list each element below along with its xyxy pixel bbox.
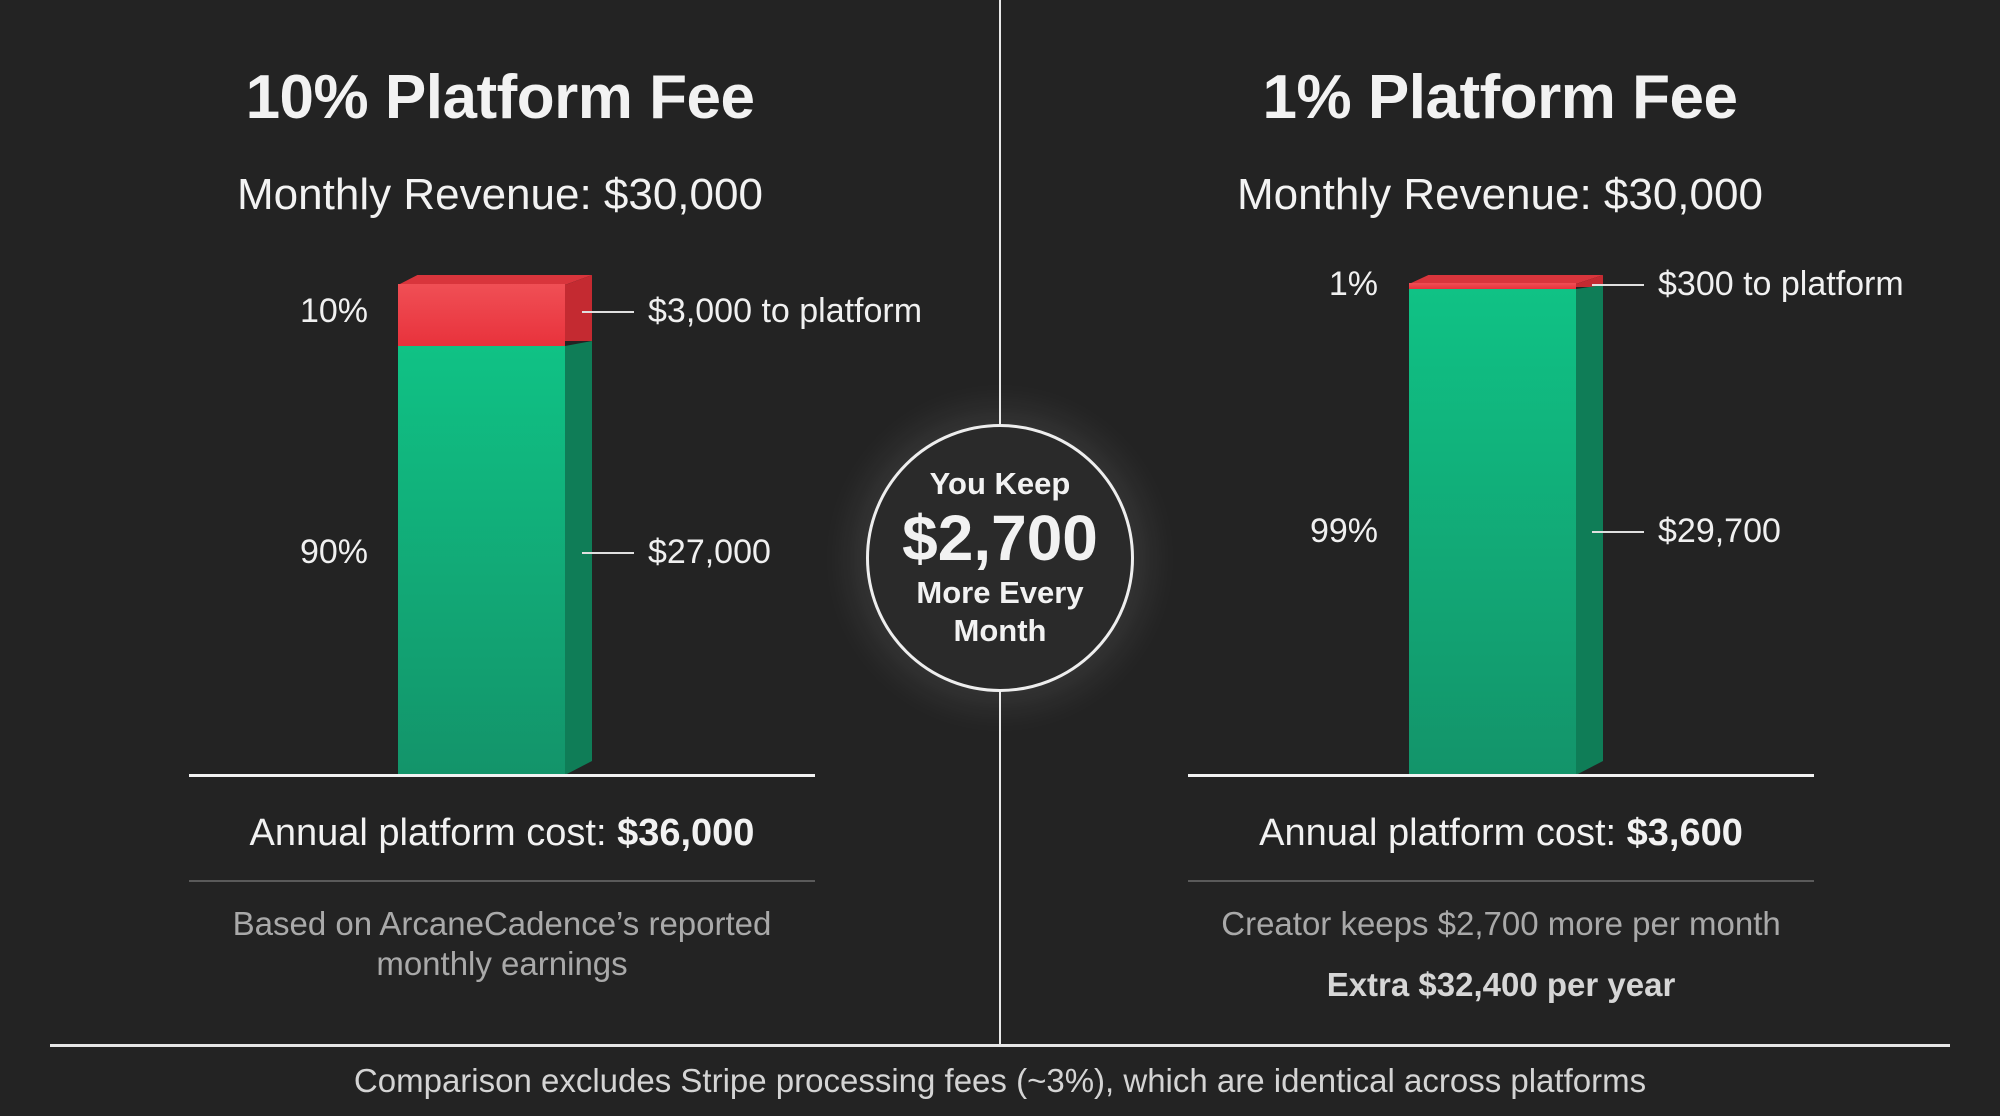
right-bar-fee-segment xyxy=(1409,283,1576,289)
right-note-bold: Extra $32,400 per year xyxy=(1326,966,1676,1003)
footer-note: Comparison excludes Stripe processing fe… xyxy=(353,1062,1647,1099)
left-separator xyxy=(189,880,815,882)
badge-line-3: More Every xyxy=(916,575,1084,610)
left-monthly-revenue: Monthly Revenue: $30,000 xyxy=(237,170,763,219)
left-keep-pct-label: 90% xyxy=(299,533,368,571)
right-title: 1% Platform Fee xyxy=(1262,63,1738,132)
right-annual-prefix: Annual platform cost: xyxy=(1259,812,1627,854)
right-annual-value: $3,600 xyxy=(1626,812,1743,854)
badge-line-1: You Keep xyxy=(929,466,1071,501)
left-bar-keep-segment xyxy=(398,346,565,775)
right-monthly-revenue: Monthly Revenue: $30,000 xyxy=(1237,170,1763,219)
right-keep-pct-label: 99% xyxy=(1309,512,1378,550)
right-fee-pct-label: 1% xyxy=(1328,265,1378,303)
badge-amount: $2,700 xyxy=(902,502,1098,574)
left-bar-fee-side xyxy=(565,275,592,341)
right-keep-leader-line xyxy=(1592,531,1644,533)
left-keep-value-label: $27,000 xyxy=(648,533,771,571)
left-fee-value-label: $3,000 to platform xyxy=(648,292,923,330)
right-keep-value-label: $29,700 xyxy=(1658,512,1781,550)
right-annual-cost: Annual platform cost: $3,600 xyxy=(1188,812,1814,855)
footer-divider xyxy=(50,1044,1950,1047)
left-fee-leader-line xyxy=(582,311,634,313)
left-keep-leader-line xyxy=(582,552,634,554)
right-fee-value-label: $300 to platform xyxy=(1658,265,1904,303)
left-baseline xyxy=(189,774,815,777)
left-bar-top-face xyxy=(398,275,592,285)
left-bar-fee-segment xyxy=(398,284,565,346)
right-fee-leader-line xyxy=(1592,284,1644,286)
right-bar-keep-segment xyxy=(1409,289,1576,775)
left-title: 10% Platform Fee xyxy=(245,63,755,132)
left-annual-prefix: Annual platform cost: xyxy=(249,812,618,854)
right-bar-keep-side xyxy=(1576,285,1603,775)
left-fee-pct-label: 10% xyxy=(299,292,368,330)
left-bar-keep-side xyxy=(565,341,592,775)
right-stacked-bar xyxy=(1409,275,1603,775)
right-separator xyxy=(1188,880,1814,882)
left-stacked-bar xyxy=(398,275,592,775)
right-baseline xyxy=(1188,774,1814,777)
left-note: Based on ArcaneCadence’s reported monthl… xyxy=(232,905,772,982)
right-bar-top-face xyxy=(1409,275,1603,284)
left-annual-value: $36,000 xyxy=(617,812,755,854)
badge-line-4: Month xyxy=(953,613,1047,648)
left-annual-cost: Annual platform cost: $36,000 xyxy=(189,812,815,855)
right-note: Creator keeps $2,700 more per month xyxy=(1221,905,1781,942)
savings-badge: You Keep $2,700 More Every Month xyxy=(866,424,1134,692)
